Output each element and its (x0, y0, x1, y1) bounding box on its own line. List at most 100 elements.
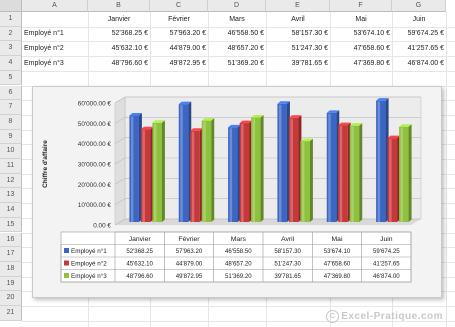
value-cell[interactable]: 51'247.30 € (291, 44, 328, 52)
row-header-7[interactable]: 7 (0, 100, 22, 115)
row-header-19[interactable]: 19 (0, 276, 22, 292)
row-header-15[interactable]: 15 (0, 217, 22, 233)
value-cell[interactable]: 45'632.10 € (111, 44, 148, 52)
value-cell[interactable]: 39'781.65 € (291, 59, 328, 67)
bar-side (161, 120, 165, 222)
row-header-2[interactable]: 2 (0, 26, 22, 42)
value-cell[interactable]: 41'257.65 € (407, 44, 444, 52)
value-cell[interactable]: 59'674.25 € (407, 30, 444, 38)
column-header-G[interactable]: G (392, 0, 446, 12)
row-header-1[interactable]: 1 (0, 12, 22, 27)
bar-employn1-avril (277, 101, 290, 222)
column-header-A[interactable]: A (22, 0, 88, 12)
value-cell[interactable]: 46'874.00 € (407, 59, 444, 67)
bar-employn2-février (190, 128, 203, 222)
value-cell[interactable]: 47'369.80 € (353, 59, 390, 67)
value-cell[interactable]: 52'368.25 € (111, 30, 148, 38)
bar-front (288, 117, 299, 222)
legend-label: Employé n°2 (71, 260, 107, 268)
bar-top (349, 123, 363, 126)
bar-highlight (130, 116, 134, 222)
value-cell[interactable]: 51'369.20 € (227, 59, 264, 67)
employee-name-cell[interactable]: Employé n°3 (24, 59, 64, 67)
employee-name-cell[interactable]: Employé n°2 (24, 44, 64, 52)
value-cell[interactable]: 53'674.10 € (353, 30, 390, 38)
row-header-12[interactable]: 12 (0, 173, 22, 189)
data-table-value: 51'247.30 (274, 261, 301, 268)
bar-employn3-avril (300, 138, 313, 222)
row-header-8[interactable]: 8 (0, 114, 22, 130)
data-table-value: 59'674.25 (373, 248, 400, 255)
column-header-D[interactable]: D (208, 0, 266, 12)
bar-highlight (290, 118, 293, 222)
category-label: Avril (281, 236, 295, 243)
bar-front (338, 125, 348, 222)
bar-top (326, 110, 340, 113)
month-header-cell[interactable]: Avril (291, 15, 305, 23)
bar-employn1-mars (228, 124, 241, 222)
bar-front (152, 122, 162, 222)
column-header-C[interactable]: C (150, 0, 208, 12)
bar-front (251, 117, 261, 222)
bar-highlight (203, 121, 206, 222)
value-cell[interactable]: 58'157.30 € (291, 30, 328, 38)
column-header-F[interactable]: F (330, 0, 392, 12)
month-header-cell[interactable]: Mars (229, 15, 245, 23)
row-header-6[interactable]: 6 (0, 85, 22, 101)
month-header-cell[interactable]: Mai (355, 15, 367, 23)
y-tick-label: 30'000.00 € (78, 162, 112, 169)
bar-highlight (351, 126, 354, 222)
value-cell[interactable]: 48'657.20 € (227, 44, 264, 52)
value-cell[interactable]: 47'658.60 € (353, 44, 390, 52)
bar-top (300, 138, 313, 142)
value-cell[interactable]: 57'963.20 € (169, 30, 206, 38)
row-header-16[interactable]: 16 (0, 232, 22, 248)
row-header-18[interactable]: 18 (0, 261, 22, 277)
column-header-B[interactable]: B (88, 0, 150, 12)
month-header-cell[interactable]: Février (168, 15, 190, 23)
row-header-14[interactable]: 14 (0, 203, 22, 218)
bar-top (152, 120, 165, 123)
row-header-10[interactable]: 10 (0, 144, 22, 159)
bar-highlight (191, 131, 195, 222)
row-header-13[interactable]: 13 (0, 188, 22, 204)
category-label: Mai (332, 236, 343, 243)
row-header-20[interactable]: 20 (0, 291, 22, 306)
select-all-corner[interactable] (0, 0, 22, 12)
bar-employn2-juin (387, 135, 401, 222)
bar-front (178, 104, 189, 222)
bar-top (288, 115, 302, 118)
category-label: Février (178, 236, 200, 243)
data-table-value: 47'369.80 (324, 273, 351, 280)
gridline-horizontal (22, 306, 455, 307)
data-table-value: 39'781.65 (274, 273, 301, 280)
legend-swatch (64, 248, 69, 253)
bar-front (239, 123, 250, 222)
bar-employn1-juin (376, 98, 389, 222)
bar-employn1-février (178, 101, 192, 222)
employee-name-cell[interactable]: Employé n°1 (24, 30, 64, 38)
bar-highlight (328, 113, 331, 222)
bar-top (190, 128, 203, 131)
value-cell[interactable]: 49'872.95 € (169, 59, 206, 67)
row-header-21[interactable]: 21 (0, 306, 22, 321)
value-cell[interactable]: 48'796.60 € (111, 59, 148, 67)
row-header-17[interactable]: 17 (0, 247, 22, 262)
data-table-value: 53'674.10 (324, 248, 351, 255)
value-cell[interactable]: 44'879.00 € (169, 44, 206, 52)
gridline-horizontal (22, 56, 455, 58)
row-header-11[interactable]: 11 (0, 159, 22, 174)
row-header-5[interactable]: 5 (0, 70, 22, 86)
legend-label: Employé n°3 (71, 272, 107, 280)
bar-top (376, 98, 389, 101)
column-header-E[interactable]: E (266, 0, 330, 12)
month-header-cell[interactable]: Juin (412, 15, 426, 23)
row-header-9[interactable]: 9 (0, 129, 22, 145)
data-table-value: 41'257.65 (373, 261, 400, 268)
month-header-cell[interactable]: Janvier (107, 15, 131, 23)
bar-chart[interactable]: 0.00 € 10'000.00 € 20'000.00 € 30'000.00 € 4… (32, 86, 442, 298)
row-header-3[interactable]: 3 (0, 41, 22, 57)
value-cell[interactable]: 46'558.50 € (227, 30, 264, 38)
data-table-value: 46'874.00 (373, 273, 400, 280)
row-header-4[interactable]: 4 (0, 56, 22, 71)
